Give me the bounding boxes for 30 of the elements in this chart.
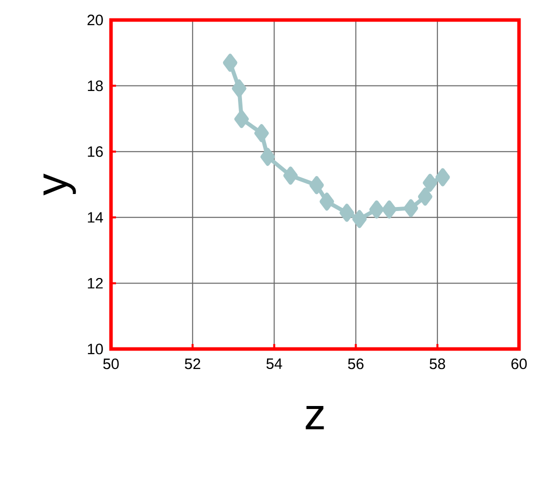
point bbox=[254, 124, 269, 142]
y-tick-label: 16 bbox=[88, 146, 103, 157]
y-tick-label: 20 bbox=[88, 14, 103, 26]
x-tick-label: 50 bbox=[103, 358, 119, 370]
point bbox=[283, 166, 298, 185]
point bbox=[320, 192, 334, 211]
point bbox=[309, 176, 324, 194]
point bbox=[404, 199, 418, 218]
point bbox=[260, 148, 275, 166]
point bbox=[382, 200, 397, 218]
x-tick-label: 58 bbox=[430, 358, 446, 370]
y-tick-label: 14 bbox=[88, 212, 104, 223]
x-tick-label: 54 bbox=[266, 358, 282, 369]
point bbox=[222, 54, 238, 72]
point bbox=[232, 79, 246, 98]
x-axis-title: z bbox=[306, 406, 324, 430]
point bbox=[352, 210, 367, 228]
y-tick-label: 18 bbox=[88, 80, 103, 92]
point bbox=[369, 200, 384, 218]
y-axis-title: y bbox=[44, 174, 76, 196]
point bbox=[435, 168, 450, 186]
x-tick-label: 60 bbox=[511, 358, 527, 370]
x-tick-label: 52 bbox=[184, 358, 200, 370]
point bbox=[340, 204, 354, 222]
point bbox=[234, 110, 249, 128]
y-tick-label: 12 bbox=[88, 278, 103, 288]
point bbox=[422, 174, 438, 192]
point bbox=[418, 188, 432, 206]
x-tick-label: 56 bbox=[348, 358, 364, 370]
y-tick-label: 10 bbox=[88, 344, 103, 354]
